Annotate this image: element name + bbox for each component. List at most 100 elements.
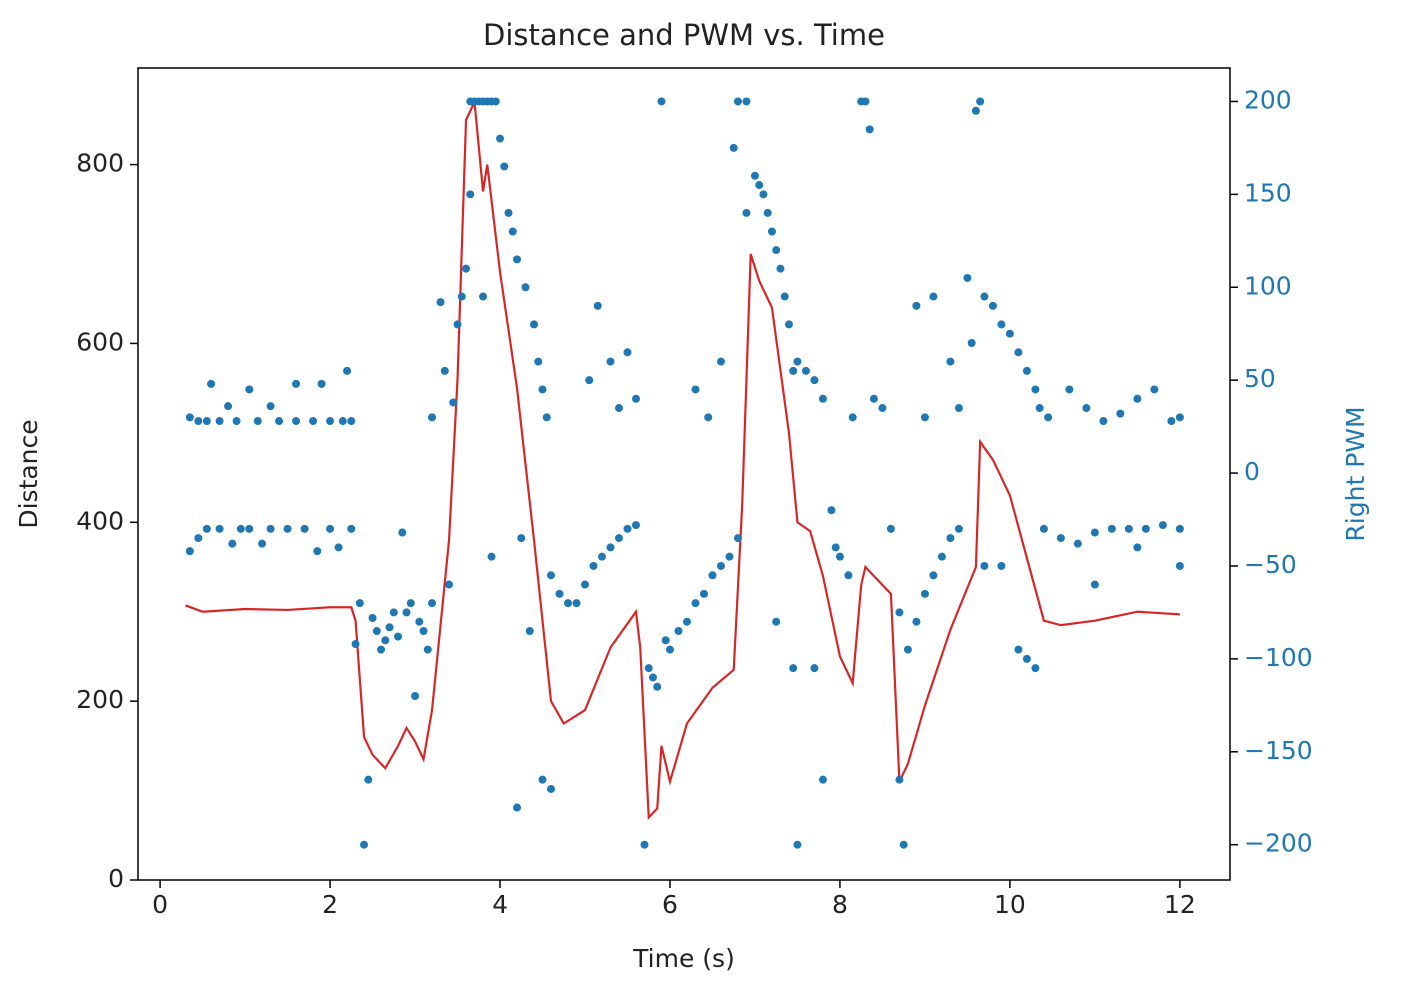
point (755, 181, 764, 190)
point (215, 417, 224, 426)
y2-tick-label: 50 (1244, 364, 1276, 393)
point (865, 125, 874, 134)
point (423, 645, 432, 654)
point (538, 385, 547, 394)
point (1022, 654, 1031, 663)
y-axis-label: Distance (14, 419, 43, 528)
x-axis-label: Time (s) (632, 944, 735, 973)
point (946, 534, 955, 543)
point (946, 357, 955, 366)
point (716, 357, 725, 366)
point (716, 561, 725, 570)
point (185, 413, 194, 422)
point (920, 589, 929, 598)
point (232, 417, 241, 426)
point (759, 190, 768, 199)
point (593, 301, 602, 310)
point (827, 506, 836, 515)
point (665, 645, 674, 654)
point (1167, 417, 1176, 426)
y-tick-label: 200 (76, 685, 124, 714)
point (912, 301, 921, 310)
point (835, 552, 844, 561)
point (903, 645, 912, 654)
point (606, 543, 615, 552)
point (347, 417, 356, 426)
point (691, 385, 700, 394)
point (1175, 561, 1184, 570)
point (530, 320, 539, 329)
point (343, 366, 352, 375)
y-tick-label: 600 (76, 327, 124, 356)
point (381, 636, 390, 645)
point (538, 775, 547, 784)
point (844, 571, 853, 580)
point (1090, 580, 1099, 589)
x-tick-label: 0 (152, 890, 168, 919)
point (266, 402, 275, 411)
point (997, 320, 1006, 329)
point (631, 521, 640, 530)
x-tick-label: 8 (832, 890, 848, 919)
point (614, 534, 623, 543)
point (750, 171, 759, 180)
point (1116, 409, 1125, 418)
point (988, 301, 997, 310)
point (776, 264, 785, 273)
point (517, 534, 526, 543)
point (547, 784, 556, 793)
point (614, 404, 623, 413)
point (763, 208, 772, 217)
chart-title: Distance and PWM vs. Time (483, 18, 885, 52)
point (555, 589, 564, 598)
point (185, 547, 194, 556)
point (364, 775, 373, 784)
x-tick-label: 10 (994, 890, 1026, 919)
point (1082, 404, 1091, 413)
point (980, 561, 989, 570)
point (513, 255, 522, 264)
point (772, 246, 781, 255)
point (729, 143, 738, 152)
point (869, 394, 878, 403)
point (202, 417, 211, 426)
point (1158, 521, 1167, 530)
point (1044, 413, 1053, 422)
point (436, 298, 445, 307)
y2-tick-label: 100 (1244, 271, 1292, 300)
point (521, 283, 530, 292)
point (1124, 524, 1133, 533)
y2-tick-label: 0 (1244, 457, 1260, 486)
point (653, 682, 662, 691)
point (547, 571, 556, 580)
point (644, 664, 653, 673)
point (801, 366, 810, 375)
point (326, 417, 335, 426)
point (334, 543, 343, 552)
point (861, 97, 870, 106)
point (355, 599, 364, 608)
point (895, 608, 904, 617)
point (372, 627, 381, 636)
point (789, 664, 798, 673)
point (1065, 385, 1074, 394)
point (1005, 329, 1014, 338)
y2-tick-label: −200 (1244, 829, 1313, 858)
point (351, 640, 360, 649)
point (445, 580, 454, 589)
point (411, 692, 420, 701)
point (1073, 539, 1082, 548)
point (1035, 404, 1044, 413)
point (525, 627, 534, 636)
point (347, 524, 356, 533)
point (980, 292, 989, 301)
y2-axis-label: Right PWM (1341, 406, 1370, 541)
point (215, 524, 224, 533)
point (810, 376, 819, 385)
point (449, 398, 458, 407)
point (920, 413, 929, 422)
point (508, 227, 517, 236)
point (245, 385, 254, 394)
point (1056, 534, 1065, 543)
point (419, 627, 428, 636)
